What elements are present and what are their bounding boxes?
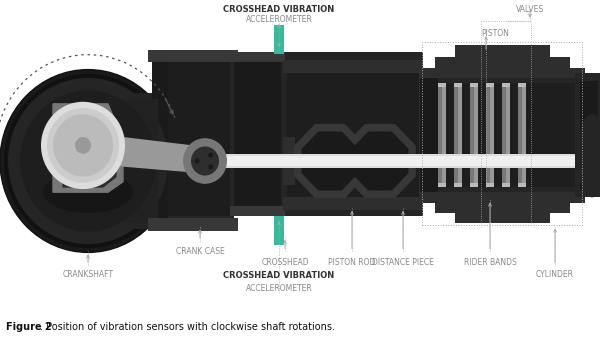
Bar — [575, 73, 600, 197]
Text: RIDER BANDS: RIDER BANDS — [464, 258, 517, 267]
Text: ACCELEROMETER: ACCELEROMETER — [245, 284, 313, 293]
Bar — [73, 93, 163, 229]
Circle shape — [183, 138, 227, 184]
Bar — [420, 78, 585, 192]
Bar — [454, 83, 462, 87]
Bar — [522, 83, 526, 187]
Text: Figure 2: Figure 2 — [6, 322, 52, 332]
Bar — [470, 83, 478, 87]
Bar — [230, 52, 285, 216]
Bar — [438, 183, 446, 187]
Bar — [230, 52, 285, 62]
Text: DISTANCE PIECE: DISTANCE PIECE — [372, 258, 434, 267]
Bar — [418, 73, 428, 197]
Bar — [274, 216, 284, 245]
Bar — [78, 99, 158, 223]
Text: CRANK CASE: CRANK CASE — [176, 247, 224, 256]
Bar — [420, 192, 585, 203]
Bar — [502, 183, 510, 187]
Bar — [283, 52, 423, 216]
Bar — [425, 83, 580, 187]
Bar — [486, 183, 494, 187]
Circle shape — [194, 159, 199, 163]
Text: CROSSHEAD: CROSSHEAD — [261, 258, 309, 267]
Circle shape — [0, 70, 176, 252]
Text: CROSSHEAD VIBRATION: CROSSHEAD VIBRATION — [223, 272, 335, 280]
Bar — [470, 201, 488, 223]
Bar — [420, 78, 438, 192]
Bar — [502, 83, 510, 87]
Bar — [148, 50, 238, 62]
Bar — [470, 83, 478, 187]
Bar — [518, 83, 526, 87]
Text: PISTON ROD: PISTON ROD — [328, 258, 376, 267]
Polygon shape — [68, 127, 213, 174]
Bar — [455, 45, 550, 57]
Bar — [152, 52, 168, 229]
Bar — [454, 183, 462, 187]
Circle shape — [8, 78, 168, 244]
Bar — [283, 60, 423, 73]
Bar — [168, 62, 230, 216]
Bar — [234, 62, 281, 206]
Circle shape — [4, 74, 172, 248]
Bar — [438, 83, 446, 87]
Bar — [148, 218, 238, 231]
Ellipse shape — [43, 172, 133, 213]
Bar — [420, 68, 585, 78]
Polygon shape — [63, 109, 116, 187]
Bar — [470, 183, 478, 187]
Circle shape — [208, 153, 213, 158]
Polygon shape — [352, 132, 408, 190]
Bar — [474, 83, 478, 187]
Text: PISTON: PISTON — [481, 29, 509, 38]
Circle shape — [53, 114, 113, 177]
Bar — [486, 83, 494, 87]
Circle shape — [75, 137, 91, 154]
Ellipse shape — [577, 114, 600, 197]
Bar — [438, 83, 446, 187]
Bar — [520, 201, 538, 223]
Circle shape — [208, 164, 213, 169]
Bar — [458, 83, 462, 187]
Bar — [283, 154, 333, 168]
Bar — [220, 156, 575, 166]
Bar — [502, 83, 510, 187]
Bar — [435, 57, 570, 70]
Bar — [220, 154, 575, 168]
Circle shape — [20, 90, 156, 232]
Text: ACCELEROMETER: ACCELEROMETER — [245, 15, 313, 23]
Polygon shape — [295, 125, 365, 197]
Text: CROSSHEAD VIBRATION: CROSSHEAD VIBRATION — [223, 5, 335, 14]
Text: VALVES: VALVES — [516, 5, 544, 14]
Bar — [580, 81, 598, 189]
Bar — [518, 183, 526, 187]
Bar — [152, 52, 234, 229]
Bar — [518, 83, 526, 187]
Bar — [470, 47, 488, 70]
Bar — [435, 201, 570, 213]
Bar — [283, 137, 295, 185]
Bar — [230, 206, 285, 216]
Bar — [490, 83, 494, 187]
Bar — [486, 83, 494, 187]
Text: . Position of vibration sensors with clockwise shaft rotations.: . Position of vibration sensors with clo… — [40, 322, 335, 332]
Bar — [454, 83, 462, 187]
Bar — [287, 73, 419, 197]
Text: CYLINDER: CYLINDER — [536, 270, 574, 279]
Bar — [283, 197, 423, 210]
Bar — [520, 47, 538, 70]
Polygon shape — [302, 132, 358, 190]
Polygon shape — [345, 125, 415, 197]
Bar — [442, 83, 446, 187]
Bar — [506, 83, 510, 187]
Circle shape — [191, 146, 219, 176]
Circle shape — [41, 102, 125, 189]
Polygon shape — [53, 104, 123, 192]
Bar — [274, 25, 284, 54]
Circle shape — [47, 108, 119, 183]
Text: CRANKSHAFT: CRANKSHAFT — [62, 270, 113, 279]
Bar — [455, 211, 550, 223]
